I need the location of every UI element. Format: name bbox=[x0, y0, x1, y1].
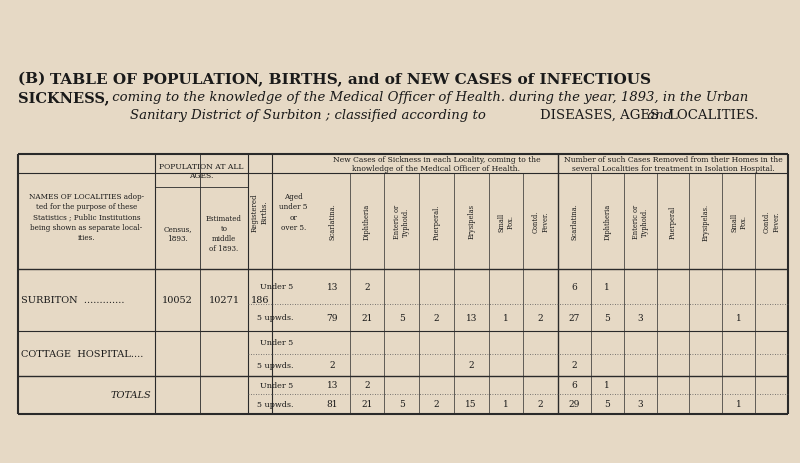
Text: 6: 6 bbox=[571, 282, 578, 291]
Text: DISEASES, AGES: DISEASES, AGES bbox=[540, 109, 659, 122]
Text: 21: 21 bbox=[362, 313, 373, 322]
Text: 5: 5 bbox=[399, 400, 405, 409]
Text: 2: 2 bbox=[364, 381, 370, 390]
Text: Census,
1893.: Census, 1893. bbox=[163, 225, 192, 242]
Text: 2: 2 bbox=[469, 361, 474, 369]
Text: Registered
Births.: Registered Births. bbox=[251, 193, 269, 231]
Text: 29: 29 bbox=[569, 400, 580, 409]
Text: Diphtheria: Diphtheria bbox=[363, 203, 371, 240]
Text: 2: 2 bbox=[572, 361, 578, 369]
Text: 3: 3 bbox=[638, 400, 643, 409]
Text: Erysipelas: Erysipelas bbox=[467, 204, 475, 239]
Text: 79: 79 bbox=[326, 313, 338, 322]
Text: LOCALITIES.: LOCALITIES. bbox=[668, 109, 758, 122]
Text: 5 upwds.: 5 upwds. bbox=[257, 400, 294, 408]
Text: Contd.
Fever.: Contd. Fever. bbox=[532, 210, 550, 233]
Text: Under 5: Under 5 bbox=[260, 339, 294, 347]
Text: Enteric or
Typhoid.: Enteric or Typhoid. bbox=[631, 205, 649, 238]
Text: TOTALS: TOTALS bbox=[110, 391, 151, 400]
Text: and: and bbox=[643, 109, 676, 122]
Text: 13: 13 bbox=[326, 381, 338, 390]
Text: NAMES OF LOCALITIES adop-
ted for the purpose of these
Statistics ; Public Insti: NAMES OF LOCALITIES adop- ted for the pu… bbox=[29, 193, 144, 241]
Text: COTTAGE  HOSPITAL....: COTTAGE HOSPITAL.... bbox=[21, 349, 143, 358]
Text: 81: 81 bbox=[326, 400, 338, 409]
Text: 5 upwds.: 5 upwds. bbox=[257, 314, 294, 322]
Text: 2: 2 bbox=[364, 282, 370, 291]
Text: 2: 2 bbox=[538, 400, 543, 409]
Text: TABLE OF POPULATION, BIRTHS, and of NEW CASES of INFECTIOUS: TABLE OF POPULATION, BIRTHS, and of NEW … bbox=[50, 72, 651, 86]
Text: 13: 13 bbox=[466, 313, 477, 322]
Text: 21: 21 bbox=[362, 400, 373, 409]
Text: Diphtheria: Diphtheria bbox=[603, 203, 611, 240]
Text: 15: 15 bbox=[466, 400, 477, 409]
Text: 3: 3 bbox=[638, 313, 643, 322]
Text: Scarlatina.: Scarlatina. bbox=[328, 203, 336, 240]
Text: coming to the knowledge of the Medical Officer of Health. during the year, 1893,: coming to the knowledge of the Medical O… bbox=[108, 91, 748, 104]
Text: SICKNESS,: SICKNESS, bbox=[18, 91, 110, 105]
Text: Number of such Cases Removed from their Homes in the
several Localities for trea: Number of such Cases Removed from their … bbox=[564, 155, 782, 173]
Text: 1: 1 bbox=[503, 400, 509, 409]
Text: Enteric or
Typhoid.: Enteric or Typhoid. bbox=[393, 205, 410, 238]
Text: Puerperal: Puerperal bbox=[669, 205, 677, 238]
Text: 5: 5 bbox=[604, 400, 610, 409]
Text: Estimated
to
middle
of 1893.: Estimated to middle of 1893. bbox=[206, 215, 242, 252]
Text: 5: 5 bbox=[604, 313, 610, 322]
Text: Scarlatina.: Scarlatina. bbox=[570, 203, 578, 240]
Text: New Cases of Sickness in each Locality, coming to the
knowledge of the Medical O: New Cases of Sickness in each Locality, … bbox=[333, 155, 540, 173]
Text: 1: 1 bbox=[605, 381, 610, 390]
Text: Aged
under 5
or
over 5.: Aged under 5 or over 5. bbox=[279, 193, 308, 231]
Text: 186: 186 bbox=[250, 296, 270, 305]
Text: 2: 2 bbox=[434, 400, 439, 409]
Text: 1: 1 bbox=[605, 282, 610, 291]
Text: 1: 1 bbox=[736, 313, 742, 322]
Text: Sanitary District of Surbiton ; classified according to: Sanitary District of Surbiton ; classifi… bbox=[130, 109, 490, 122]
Text: Under 5: Under 5 bbox=[260, 283, 294, 291]
Text: 2: 2 bbox=[330, 361, 335, 369]
Text: 10052: 10052 bbox=[162, 296, 193, 305]
Text: POPULATION AT ALL
AGES.: POPULATION AT ALL AGES. bbox=[159, 162, 244, 180]
Text: Contd.
Fever.: Contd. Fever. bbox=[763, 210, 780, 233]
Text: 1: 1 bbox=[503, 313, 509, 322]
Text: Small
Pox.: Small Pox. bbox=[498, 212, 514, 231]
Text: 2: 2 bbox=[434, 313, 439, 322]
Text: (B): (B) bbox=[18, 72, 50, 86]
Text: 10271: 10271 bbox=[209, 296, 239, 305]
Text: 5: 5 bbox=[399, 313, 405, 322]
Text: 27: 27 bbox=[569, 313, 580, 322]
Text: 5 upwds.: 5 upwds. bbox=[257, 361, 294, 369]
Text: 1: 1 bbox=[736, 400, 742, 409]
Text: 6: 6 bbox=[571, 381, 578, 390]
Text: SURBITON  .............: SURBITON ............. bbox=[21, 296, 125, 305]
Text: Under 5: Under 5 bbox=[260, 381, 294, 389]
Text: 13: 13 bbox=[326, 282, 338, 291]
Text: Puerperal.: Puerperal. bbox=[433, 204, 441, 239]
Text: Small
Pox.: Small Pox. bbox=[730, 212, 747, 231]
Text: 2: 2 bbox=[538, 313, 543, 322]
Text: Erysipelas.: Erysipelas. bbox=[702, 203, 710, 240]
